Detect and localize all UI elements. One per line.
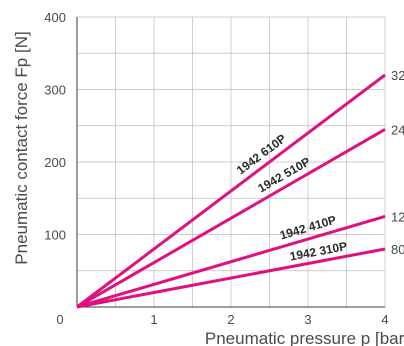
y-tick-label: 300 bbox=[44, 83, 66, 98]
y-tick-label: 200 bbox=[44, 155, 66, 170]
x-tick-label: 0 bbox=[56, 312, 63, 327]
series-line bbox=[76, 247, 386, 309]
grid bbox=[77, 16, 386, 307]
series-end-label: 12 bbox=[391, 209, 404, 224]
x-axis-title: Pneumatic pressure p [bar] bbox=[205, 329, 404, 346]
x-tick-label: 4 bbox=[381, 312, 388, 327]
series-end-label: 24 bbox=[391, 122, 404, 137]
y-tick-label: 100 bbox=[44, 228, 66, 243]
axes bbox=[76, 17, 385, 308]
x-tick-label: 3 bbox=[304, 312, 311, 327]
y-axis-title: Pneumatic contact force Fp [N] bbox=[12, 31, 31, 264]
series-line bbox=[76, 128, 386, 309]
series-end-label: 80 bbox=[391, 242, 404, 257]
x-tick-label: 1 bbox=[150, 312, 157, 327]
series-line bbox=[76, 214, 386, 309]
series-line bbox=[76, 73, 386, 309]
y-tick-label: 400 bbox=[44, 10, 66, 25]
series-end-label: 32 bbox=[391, 68, 404, 83]
x-tick-label: 2 bbox=[227, 312, 234, 327]
series-lines bbox=[76, 73, 386, 309]
tick-labels: 0 1 2 3 4 100 200 300 400 bbox=[44, 10, 388, 327]
